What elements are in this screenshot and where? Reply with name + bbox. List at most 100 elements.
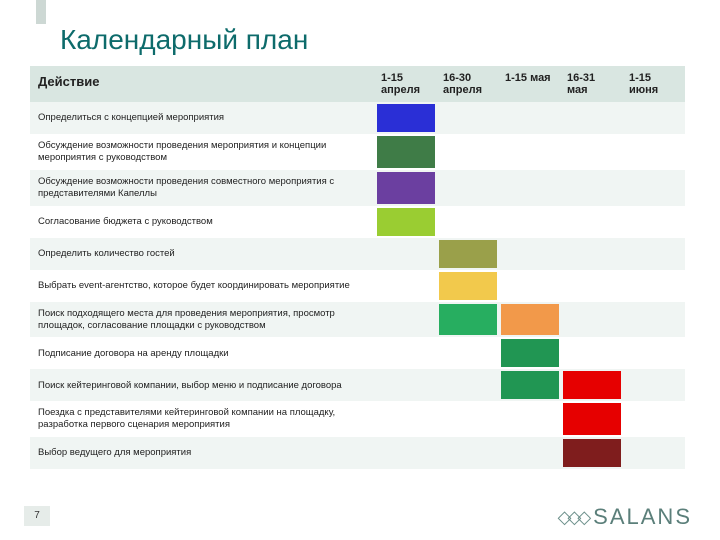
gantt-cell (437, 170, 499, 206)
gantt-cell (623, 369, 685, 401)
gantt-cell (623, 206, 685, 238)
brand-text: SALANS (593, 504, 692, 530)
gantt-cell (561, 401, 623, 437)
gantt-cell (561, 270, 623, 302)
gantt-block (377, 136, 435, 168)
gantt-cell (437, 134, 499, 170)
gantt-cell (499, 369, 561, 401)
gantt-cell (561, 170, 623, 206)
gantt-cell (499, 134, 561, 170)
gantt-cell (623, 102, 685, 134)
gantt-cell (623, 170, 685, 206)
row-label: Поиск подходящего места для проведения м… (30, 302, 375, 338)
table-row: Обсуждение возможности проведения меропр… (30, 134, 685, 170)
gantt-cell (561, 206, 623, 238)
gantt-cell (499, 270, 561, 302)
gantt-cell (437, 270, 499, 302)
gantt-cell (499, 238, 561, 270)
table-row: Поездка с представителями кейтеринговой … (30, 401, 685, 437)
gantt-cell (437, 238, 499, 270)
table-row: Обсуждение возможности проведения совмес… (30, 170, 685, 206)
gantt-cell (561, 437, 623, 469)
gantt-cell (437, 337, 499, 369)
gantt-cell (437, 102, 499, 134)
row-label: Обсуждение возможности проведения меропр… (30, 134, 375, 170)
table-row: Поиск кейтеринговой компании, выбор меню… (30, 369, 685, 401)
gantt-cell (437, 302, 499, 338)
gantt-block (563, 371, 621, 399)
gantt-cell (375, 238, 437, 270)
gantt-block (501, 339, 559, 367)
gantt-cell (437, 369, 499, 401)
gantt-cell (623, 270, 685, 302)
gantt-cell (375, 401, 437, 437)
row-label: Определиться с концепцией мероприятия (30, 102, 375, 134)
row-label: Определить количество гостей (30, 238, 375, 270)
gantt-cell (623, 238, 685, 270)
gantt-cell (623, 437, 685, 469)
gantt-block (377, 104, 435, 132)
gantt-block (501, 304, 559, 336)
brand-logo: ◇◇◇ SALANS (558, 504, 692, 530)
row-label: Поездка с представителями кейтеринговой … (30, 401, 375, 437)
gantt-cell (375, 337, 437, 369)
table-row: Определиться с концепцией мероприятия (30, 102, 685, 134)
gantt-block (501, 371, 559, 399)
table-row: Определить количество гостей (30, 238, 685, 270)
gantt-cell (623, 401, 685, 437)
row-label: Выбор ведущего для мероприятия (30, 437, 375, 469)
page-number: 7 (24, 506, 50, 526)
row-label: Поиск кейтеринговой компании, выбор меню… (30, 369, 375, 401)
gantt-cell (437, 206, 499, 238)
gantt-cell (437, 401, 499, 437)
header-period-1: 16-30 апреля (437, 66, 499, 102)
row-label: Подписание договора на аренду площадки (30, 337, 375, 369)
gantt-cell (375, 206, 437, 238)
table-header-row: Действие 1-15 апреля 16-30 апреля 1-15 м… (30, 66, 685, 102)
gantt-block (439, 240, 497, 268)
gantt-cell (623, 302, 685, 338)
gantt-cell (375, 102, 437, 134)
gantt-cell (375, 369, 437, 401)
gantt-cell (561, 134, 623, 170)
gantt-cell (623, 337, 685, 369)
table-row: Выбор ведущего для мероприятия (30, 437, 685, 469)
gantt-cell (499, 302, 561, 338)
gantt-cell (499, 206, 561, 238)
gantt-cell (375, 270, 437, 302)
table-row: Согласование бюджета с руководством (30, 206, 685, 238)
gantt-block (563, 439, 621, 467)
gantt-cell (499, 170, 561, 206)
header-period-0: 1-15 апреля (375, 66, 437, 102)
gantt-cell (623, 134, 685, 170)
gantt-table: Действие 1-15 апреля 16-30 апреля 1-15 м… (30, 66, 685, 469)
row-label: Обсуждение возможности проведения совмес… (30, 170, 375, 206)
gantt-cell (375, 170, 437, 206)
gantt-cell (561, 238, 623, 270)
table-row: Подписание договора на аренду площадки (30, 337, 685, 369)
gantt-cell (437, 437, 499, 469)
gantt-block (377, 208, 435, 236)
header-action: Действие (30, 66, 375, 102)
row-label: Выбрать event-агентство, которое будет к… (30, 270, 375, 302)
gantt-block (439, 304, 497, 336)
gantt-cell (561, 302, 623, 338)
gantt-cell (499, 401, 561, 437)
gantt-block (563, 403, 621, 435)
row-label: Согласование бюджета с руководством (30, 206, 375, 238)
top-accent-bar (36, 0, 46, 24)
gantt-block (377, 172, 435, 204)
gantt-cell (499, 337, 561, 369)
gantt-cell (499, 437, 561, 469)
header-period-4: 1-15 июня (623, 66, 685, 102)
table-row: Поиск подходящего места для проведения м… (30, 302, 685, 338)
gantt-cell (499, 102, 561, 134)
gantt-cell (561, 369, 623, 401)
gantt-block (439, 272, 497, 300)
header-period-3: 16-31 мая (561, 66, 623, 102)
table-row: Выбрать event-агентство, которое будет к… (30, 270, 685, 302)
gantt-cell (375, 437, 437, 469)
gantt-cell (561, 337, 623, 369)
diamond-icon: ◇◇◇ (558, 507, 588, 528)
gantt-cell (375, 302, 437, 338)
